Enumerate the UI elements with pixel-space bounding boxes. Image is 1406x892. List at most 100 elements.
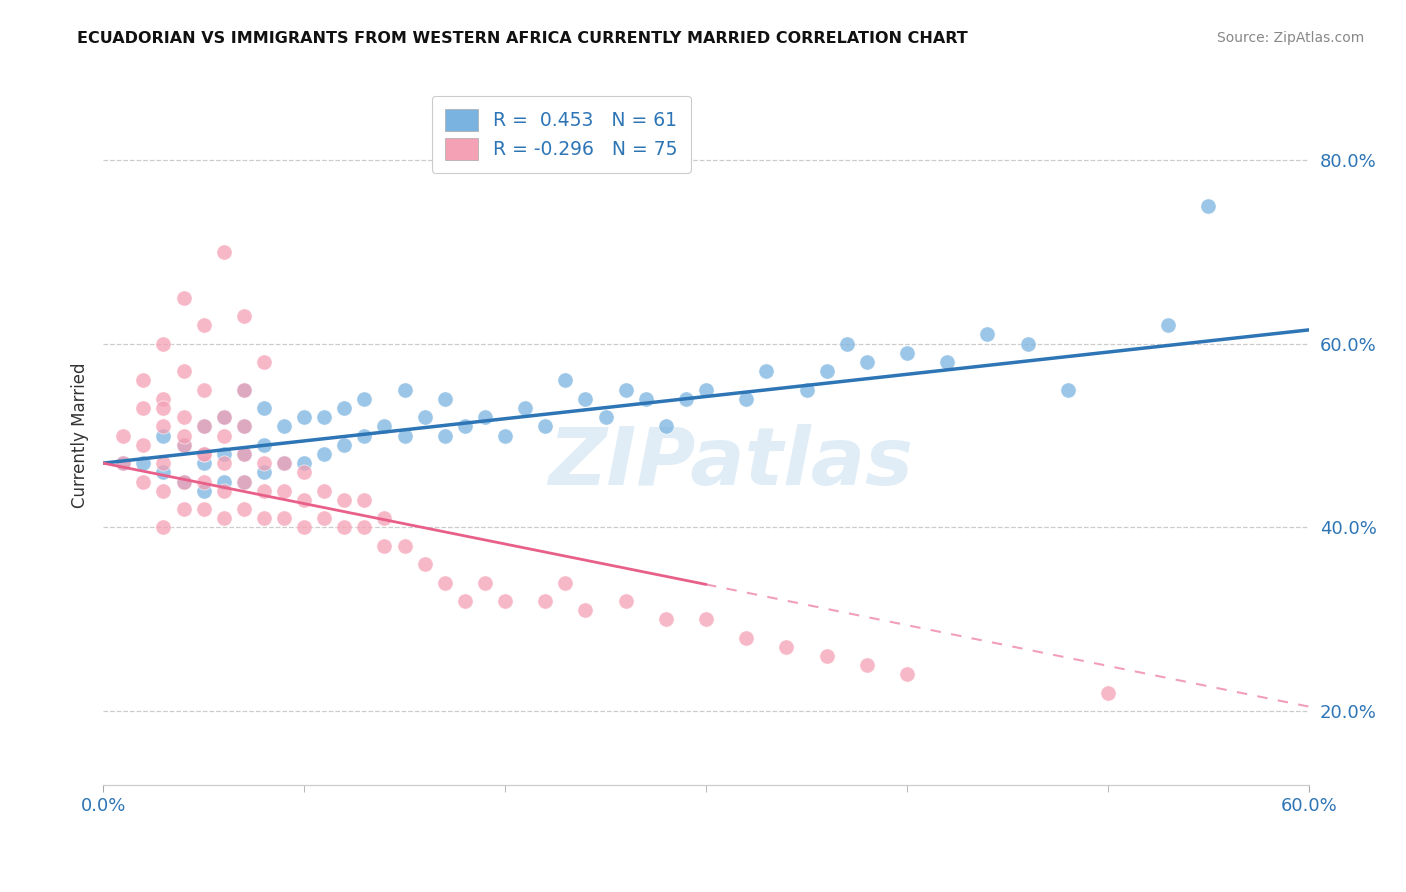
Point	[373, 511, 395, 525]
Point	[373, 419, 395, 434]
Point	[273, 483, 295, 498]
Point	[193, 483, 215, 498]
Point	[152, 419, 174, 434]
Point	[212, 447, 235, 461]
Point	[675, 392, 697, 406]
Point	[273, 456, 295, 470]
Point	[534, 594, 557, 608]
Point	[394, 539, 416, 553]
Point	[232, 419, 254, 434]
Point	[212, 410, 235, 425]
Point	[232, 383, 254, 397]
Point	[835, 336, 858, 351]
Point	[554, 575, 576, 590]
Text: ZIPatlas: ZIPatlas	[548, 425, 912, 502]
Legend: R =  0.453   N = 61, R = -0.296   N = 75: R = 0.453 N = 61, R = -0.296 N = 75	[432, 95, 692, 173]
Point	[494, 594, 516, 608]
Point	[796, 383, 818, 397]
Point	[454, 594, 477, 608]
Point	[253, 438, 276, 452]
Point	[193, 419, 215, 434]
Point	[112, 428, 135, 442]
Point	[152, 483, 174, 498]
Point	[193, 447, 215, 461]
Point	[152, 428, 174, 442]
Point	[394, 383, 416, 397]
Point	[614, 383, 637, 397]
Point	[815, 364, 838, 378]
Point	[815, 649, 838, 664]
Point	[1157, 318, 1180, 333]
Point	[152, 336, 174, 351]
Point	[232, 447, 254, 461]
Point	[695, 612, 717, 626]
Point	[333, 401, 356, 415]
Point	[212, 475, 235, 489]
Point	[314, 447, 336, 461]
Point	[433, 428, 456, 442]
Point	[534, 419, 557, 434]
Point	[253, 511, 276, 525]
Point	[253, 483, 276, 498]
Point	[896, 667, 918, 681]
Point	[152, 392, 174, 406]
Point	[193, 318, 215, 333]
Point	[273, 511, 295, 525]
Point	[193, 475, 215, 489]
Point	[353, 492, 375, 507]
Point	[333, 492, 356, 507]
Point	[173, 438, 195, 452]
Point	[112, 456, 135, 470]
Point	[333, 520, 356, 534]
Point	[454, 419, 477, 434]
Point	[132, 475, 155, 489]
Point	[193, 419, 215, 434]
Point	[173, 364, 195, 378]
Point	[292, 410, 315, 425]
Point	[394, 428, 416, 442]
Point	[574, 603, 596, 617]
Point	[353, 428, 375, 442]
Point	[936, 355, 959, 369]
Point	[735, 631, 758, 645]
Point	[212, 456, 235, 470]
Point	[1097, 686, 1119, 700]
Point	[353, 520, 375, 534]
Point	[232, 309, 254, 323]
Point	[253, 466, 276, 480]
Point	[193, 502, 215, 516]
Point	[292, 520, 315, 534]
Point	[173, 291, 195, 305]
Point	[232, 419, 254, 434]
Point	[193, 383, 215, 397]
Point	[896, 346, 918, 360]
Point	[292, 456, 315, 470]
Point	[232, 383, 254, 397]
Point	[515, 401, 537, 415]
Point	[976, 327, 998, 342]
Point	[152, 401, 174, 415]
Point	[695, 383, 717, 397]
Point	[173, 428, 195, 442]
Point	[474, 410, 496, 425]
Point	[856, 355, 879, 369]
Point	[232, 502, 254, 516]
Point	[655, 419, 678, 434]
Point	[173, 410, 195, 425]
Point	[614, 594, 637, 608]
Point	[273, 419, 295, 434]
Point	[152, 456, 174, 470]
Point	[292, 492, 315, 507]
Point	[314, 410, 336, 425]
Point	[253, 355, 276, 369]
Point	[856, 658, 879, 673]
Point	[494, 428, 516, 442]
Point	[595, 410, 617, 425]
Y-axis label: Currently Married: Currently Married	[72, 363, 89, 508]
Point	[1017, 336, 1039, 351]
Point	[253, 456, 276, 470]
Point	[152, 520, 174, 534]
Point	[273, 456, 295, 470]
Point	[574, 392, 596, 406]
Point	[193, 447, 215, 461]
